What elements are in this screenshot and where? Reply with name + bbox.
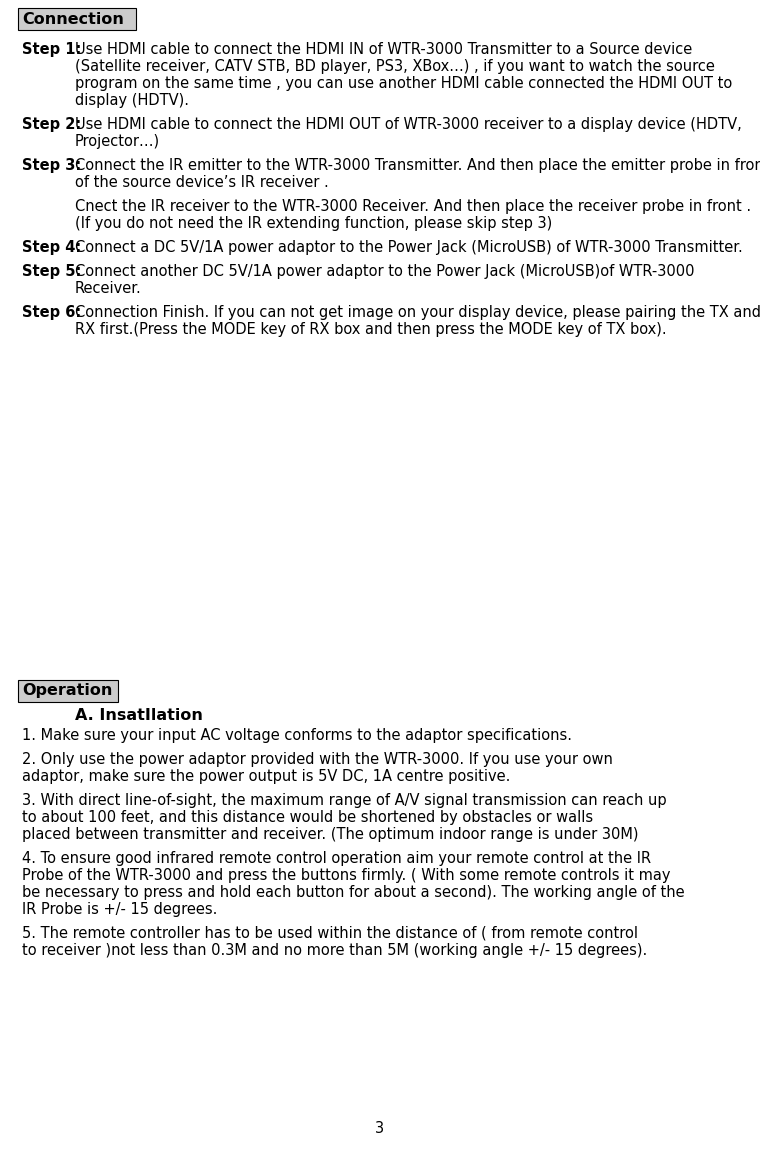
Text: Connect a DC 5V/1A power adaptor to the Power Jack (MicroUSB) of WTR-3000 Transm: Connect a DC 5V/1A power adaptor to the … <box>75 240 743 255</box>
Text: of the source device’s IR receiver .: of the source device’s IR receiver . <box>75 175 329 190</box>
Text: to about 100 feet, and this distance would be shortened by obstacles or walls: to about 100 feet, and this distance wou… <box>22 810 593 825</box>
Text: 2. Only use the power adaptor provided with the WTR-3000. If you use your own: 2. Only use the power adaptor provided w… <box>22 752 613 767</box>
Text: Connect another DC 5V/1A power adaptor to the Power Jack (MicroUSB)of WTR-3000: Connect another DC 5V/1A power adaptor t… <box>75 264 695 279</box>
Text: Operation: Operation <box>22 683 112 698</box>
Text: Step 5:: Step 5: <box>22 264 81 279</box>
Text: Step 3:: Step 3: <box>22 158 81 173</box>
Text: IR Probe is +/- 15 degrees.: IR Probe is +/- 15 degrees. <box>22 902 217 917</box>
Text: Step 6:: Step 6: <box>22 305 81 320</box>
FancyBboxPatch shape <box>18 8 136 30</box>
Text: Connection Finish. If you can not get image on your display device, please pairi: Connection Finish. If you can not get im… <box>75 305 760 320</box>
Text: (Satellite receiver, CATV STB, BD player, PS3, XBox…) , if you want to watch the: (Satellite receiver, CATV STB, BD player… <box>75 59 715 74</box>
Text: 4. To ensure good infrared remote control operation aim your remote control at t: 4. To ensure good infrared remote contro… <box>22 850 651 866</box>
Text: 3. With direct line-of-sight, the maximum range of A/V signal transmission can r: 3. With direct line-of-sight, the maximu… <box>22 793 667 808</box>
Text: display (HDTV).: display (HDTV). <box>75 93 189 108</box>
Text: Step 4:: Step 4: <box>22 240 81 255</box>
Text: be necessary to press and hold each button for about a second). The working angl: be necessary to press and hold each butt… <box>22 885 685 900</box>
Text: Step 2:: Step 2: <box>22 117 81 132</box>
Text: Receiver.: Receiver. <box>75 282 142 295</box>
Text: 3: 3 <box>375 1121 385 1136</box>
Text: Cnect the IR receiver to the WTR-3000 Receiver. And then place the receiver prob: Cnect the IR receiver to the WTR-3000 Re… <box>75 198 751 213</box>
FancyBboxPatch shape <box>18 680 118 702</box>
Text: RX first.(Press the MODE key of RX box and then press the MODE key of TX box).: RX first.(Press the MODE key of RX box a… <box>75 322 667 337</box>
Text: Use HDMI cable to connect the HDMI IN of WTR-3000 Transmitter to a Source device: Use HDMI cable to connect the HDMI IN of… <box>75 42 692 57</box>
Text: Use HDMI cable to connect the HDMI OUT of WTR-3000 receiver to a display device : Use HDMI cable to connect the HDMI OUT o… <box>75 117 742 132</box>
Text: program on the same time , you can use another HDMI cable connected the HDMI OUT: program on the same time , you can use a… <box>75 76 732 91</box>
Text: Connection: Connection <box>22 12 124 27</box>
Text: Connect the IR emitter to the WTR-3000 Transmitter. And then place the emitter p: Connect the IR emitter to the WTR-3000 T… <box>75 158 760 173</box>
Text: adaptor, make sure the power output is 5V DC, 1A centre positive.: adaptor, make sure the power output is 5… <box>22 769 511 784</box>
Text: (If you do not need the IR extending function, please skip step 3): (If you do not need the IR extending fun… <box>75 216 553 231</box>
Text: Step 1:: Step 1: <box>22 42 81 57</box>
Text: 1. Make sure your input AC voltage conforms to the adaptor specifications.: 1. Make sure your input AC voltage confo… <box>22 728 572 743</box>
Text: Probe of the WTR-3000 and press the buttons firmly. ( With some remote controls : Probe of the WTR-3000 and press the butt… <box>22 868 670 883</box>
Text: Projector…): Projector…) <box>75 134 160 149</box>
Text: 5. The remote controller has to be used within the distance of ( from remote con: 5. The remote controller has to be used … <box>22 926 638 941</box>
Text: A. InsatIlation: A. InsatIlation <box>75 709 203 724</box>
Text: placed between transmitter and receiver. (The optimum indoor range is under 30M): placed between transmitter and receiver.… <box>22 827 638 842</box>
Text: to receiver )not less than 0.3M and no more than 5M (working angle +/- 15 degree: to receiver )not less than 0.3M and no m… <box>22 943 652 958</box>
